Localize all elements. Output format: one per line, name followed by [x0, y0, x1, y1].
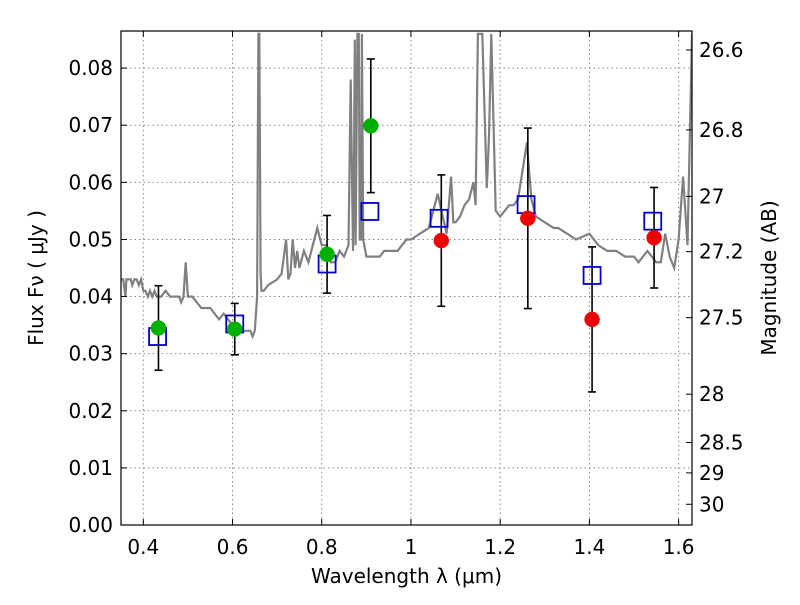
model-square-marker: [360, 202, 380, 221]
y2-axis-title: Magnitude (AB): [757, 200, 781, 355]
x-tick-label: 1.2: [484, 535, 516, 559]
y-tick-label: 0.07: [68, 113, 113, 137]
y-tick-label: 0.00: [68, 513, 113, 537]
y2-tick-label: 26.8: [699, 118, 744, 142]
model-square-marker: [429, 208, 449, 228]
x-tick-label: 0.6: [217, 535, 249, 559]
y-tick-label: 0.06: [68, 170, 113, 194]
x-tick-label: 1.6: [663, 535, 695, 559]
y2-tick-label: 26.6: [699, 38, 744, 62]
x-tick-label: 1: [405, 535, 418, 559]
axis-ticks: 0.4 0.6 0.8 1 1.2 1.4 1.6 0.00 0.01 0.02 0.03 0.04 0…: [68, 31, 744, 559]
red-point: [584, 311, 600, 328]
red-point: [646, 229, 662, 246]
y2-tick-label: 27: [699, 184, 724, 208]
y-tick-label: 0.02: [68, 399, 113, 423]
x-tick-label: 0.8: [306, 535, 338, 559]
model-square-marker: [582, 266, 602, 285]
observed-points: [150, 118, 662, 337]
y2-tick-label: 29: [699, 461, 724, 485]
y2-tick-label: 28.5: [699, 430, 744, 454]
template-spectrum-line: [121, 32, 692, 340]
red-point: [433, 232, 450, 249]
y2-tick-label: 28: [699, 382, 724, 406]
red-point: [520, 210, 536, 227]
grid-lines: [121, 31, 692, 525]
y-tick-label: 0.08: [68, 56, 113, 80]
y-tick-label: 0.03: [68, 342, 113, 366]
green-point: [227, 321, 243, 337]
x-tick-label: 0.4: [127, 535, 159, 559]
plot-frame: [120, 30, 693, 526]
green-point: [363, 118, 379, 134]
green-point: [319, 246, 335, 263]
y-tick-label: 0.05: [68, 227, 113, 251]
x-axis-title: Wavelength λ (μm): [311, 564, 502, 588]
y-tick-label: 0.01: [68, 456, 113, 480]
green-point: [150, 320, 167, 336]
template-spectrum: [121, 32, 692, 340]
y-axis-title: Flux Fν ( μJy ): [24, 210, 48, 346]
y2-tick-label: 27.5: [699, 306, 744, 330]
model-squares: [148, 195, 663, 346]
x-tick-label: 1.4: [573, 535, 605, 559]
y2-tick-label: 30: [699, 492, 724, 516]
y2-tick-label: 27.2: [699, 240, 744, 264]
model-square-marker: [643, 211, 663, 231]
error-bars: [154, 58, 659, 393]
y-tick-label: 0.04: [68, 285, 113, 309]
